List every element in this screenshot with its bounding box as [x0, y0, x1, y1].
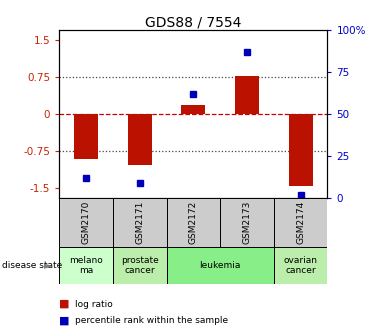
- Bar: [235, 76, 259, 114]
- Bar: [167, 198, 220, 247]
- Bar: [274, 247, 327, 284]
- Text: GSM2170: GSM2170: [82, 201, 91, 244]
- Bar: [182, 106, 205, 114]
- Bar: [113, 247, 167, 284]
- Text: melano
ma: melano ma: [69, 256, 103, 275]
- Text: ►: ►: [44, 261, 52, 271]
- Bar: [220, 198, 274, 247]
- Text: GSM2172: GSM2172: [189, 201, 198, 244]
- Bar: [167, 247, 274, 284]
- Bar: [274, 198, 327, 247]
- Bar: [59, 247, 113, 284]
- Bar: [74, 114, 98, 159]
- Bar: [59, 198, 113, 247]
- Text: GSM2173: GSM2173: [242, 201, 252, 244]
- Bar: [128, 114, 152, 165]
- Text: prostate
cancer: prostate cancer: [121, 256, 159, 275]
- Text: disease state: disease state: [2, 261, 62, 270]
- Text: leukemia: leukemia: [200, 261, 241, 270]
- Text: percentile rank within the sample: percentile rank within the sample: [75, 317, 228, 325]
- Text: ■: ■: [59, 299, 70, 309]
- Text: log ratio: log ratio: [75, 300, 113, 308]
- Title: GDS88 / 7554: GDS88 / 7554: [145, 15, 242, 29]
- Text: ovarian
cancer: ovarian cancer: [284, 256, 318, 275]
- Bar: [289, 114, 313, 186]
- Text: GSM2171: GSM2171: [135, 201, 144, 244]
- Bar: [113, 198, 167, 247]
- Text: ■: ■: [59, 316, 70, 326]
- Text: GSM2174: GSM2174: [296, 201, 305, 244]
